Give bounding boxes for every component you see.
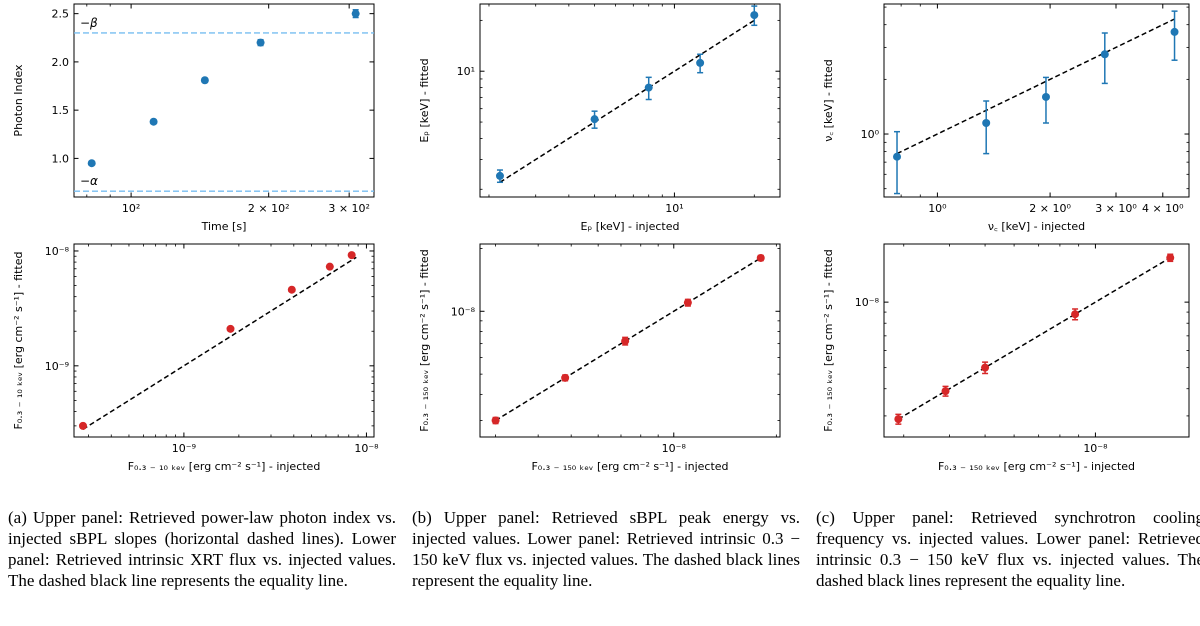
x-tick-label: 2 × 10² (248, 202, 290, 215)
x-tick-label: 10⁻⁹ (172, 442, 196, 455)
y-tick-label: 2.5 (52, 8, 70, 21)
x-tick-label: 10² (122, 202, 140, 215)
y-tick-label: 1.0 (52, 152, 70, 165)
data-point (1166, 253, 1175, 262)
y-tick-label: 2.0 (52, 56, 70, 69)
data-point (621, 337, 630, 346)
y-axis-label: Eₚ [keV] - fitted (418, 58, 431, 142)
x-axis-label: ν꜀ [keV] - injected (988, 220, 1085, 233)
data-point (347, 251, 356, 260)
data-point (941, 387, 950, 396)
caption-c: (c) Upper panel: Retrieved synchrotron c… (816, 508, 1200, 590)
data-point (590, 115, 599, 124)
reference-line-label: −β (80, 16, 98, 30)
x-tick-label: 10⁻⁸ (662, 442, 687, 455)
data-point (149, 117, 158, 126)
data-point (200, 76, 209, 85)
equality-line (499, 19, 755, 183)
data-point (287, 285, 296, 294)
data-point (226, 324, 235, 333)
x-axis-label: F₀.₃ ₋ ₁₅₀ ₖₑᵥ [erg cm⁻² s⁻¹] - injected (938, 460, 1135, 473)
y-tick-label: 10⁻⁹ (45, 360, 69, 373)
equality-line (897, 257, 1171, 420)
panel-b-upper: 10¹ 10¹ Eₚ [keV] - injected Eₚ [keV] - fitt… (418, 3, 781, 233)
data-point (351, 9, 360, 18)
data-point (644, 83, 653, 92)
x-tick-label: 3 × 10⁰ (1095, 202, 1137, 215)
data-point (1071, 310, 1080, 319)
panel-c-lower: 10⁻⁸ 10⁻⁸ F₀.₃ ₋ ₁₅₀ ₖₑᵥ [erg cm⁻² s⁻¹] - … (822, 243, 1190, 473)
reference-line-label: −α (80, 174, 98, 188)
data-point (894, 415, 903, 424)
y-axis-label: F₀.₃ ₋ ₁₀ ₖₑᵥ [erg cm⁻² s⁻¹] - fitted (12, 252, 25, 430)
y-axis-label: Photon Index (12, 64, 25, 137)
data-point (696, 58, 705, 67)
data-point (750, 11, 759, 20)
x-axis-label: F₀.₃ ₋ ₁₅₀ ₖₑᵥ [erg cm⁻² s⁻¹] - injected (531, 460, 728, 473)
panel-a-upper: 10² 2 × 10² 3 × 10² 1.0 1.5 2.0 2.5 Time [s] Pho… (12, 3, 375, 233)
data-point (256, 38, 265, 47)
data-point (683, 298, 692, 307)
x-tick-label: 10⁻⁸ (1083, 442, 1108, 455)
plot-frame (883, 243, 1190, 438)
y-tick-label: 10¹ (457, 65, 475, 78)
y-tick-label: 10⁻⁸ (451, 305, 476, 318)
plot-frame (479, 3, 781, 198)
data-point (491, 416, 500, 425)
x-axis-label: Eₚ [keV] - injected (581, 220, 680, 233)
data-point (561, 373, 570, 382)
data-point (87, 159, 96, 168)
data-point (1100, 50, 1109, 59)
x-tick-label: 10¹ (665, 202, 683, 215)
plot-frame (883, 3, 1190, 198)
data-point (325, 262, 334, 271)
x-tick-label: 2 × 10⁰ (1029, 202, 1071, 215)
plot-frame (479, 243, 781, 438)
plot-frame (73, 243, 375, 438)
y-tick-label: 10⁻⁸ (855, 296, 880, 309)
y-axis-label: ν꜀ [keV] - fitted (822, 59, 835, 142)
data-point (893, 152, 902, 161)
figure-panels: 10² 2 × 10² 3 × 10² 1.0 1.5 2.0 2.5 Time [s] Pho… (12, 3, 1190, 473)
y-axis-label: F₀.₃ ₋ ₁₅₀ ₖₑᵥ [erg cm⁻² s⁻¹] - fitted (418, 249, 431, 431)
data-point (78, 421, 87, 430)
x-axis-label: Time [s] (201, 220, 247, 233)
x-tick-label: 10⁰ (928, 202, 947, 215)
data-point (756, 253, 765, 262)
y-tick-label: 10⁻⁸ (45, 245, 70, 258)
data-point (1041, 92, 1050, 101)
plot-frame (73, 3, 375, 198)
x-axis-label: F₀.₃ ₋ ₁₀ ₖₑᵥ [erg cm⁻² s⁻¹] - injected (128, 460, 321, 473)
data-point (495, 171, 504, 180)
x-tick-label: 10⁻⁸ (354, 442, 379, 455)
y-tick-label: 1.5 (52, 104, 70, 117)
caption-a: (a) Upper panel: Retrieved power-law pho… (8, 508, 396, 590)
equality-line (82, 256, 357, 430)
panel-a-lower: 10⁻⁹ 10⁻⁸ 10⁻⁹ 10⁻⁸ F₀.₃ ₋ ₁₀ ₖₑᵥ [erg cm⁻² … (12, 243, 379, 473)
y-axis-label: F₀.₃ ₋ ₁₅₀ ₖₑᵥ [erg cm⁻² s⁻¹] - fitted (822, 249, 835, 431)
data-point (1170, 27, 1179, 36)
x-tick-label: 4 × 10⁰ (1142, 202, 1184, 215)
y-tick-label: 10⁰ (861, 128, 880, 141)
caption-b: (b) Upper panel: Retrieved sBPL peak ene… (412, 508, 800, 590)
data-point (981, 363, 990, 372)
data-point (982, 119, 991, 128)
equality-line (896, 18, 1175, 155)
panel-b-lower: 10⁻⁸ 10⁻⁸ F₀.₃ ₋ ₁₅₀ ₖₑᵥ [erg cm⁻² s⁻¹] - … (418, 243, 781, 473)
x-tick-label: 3 × 10² (328, 202, 370, 215)
panel-c-upper: 10⁰ 2 × 10⁰ 3 × 10⁰ 4 × 10⁰ 10⁰ ν꜀ [keV] - in… (822, 3, 1190, 233)
